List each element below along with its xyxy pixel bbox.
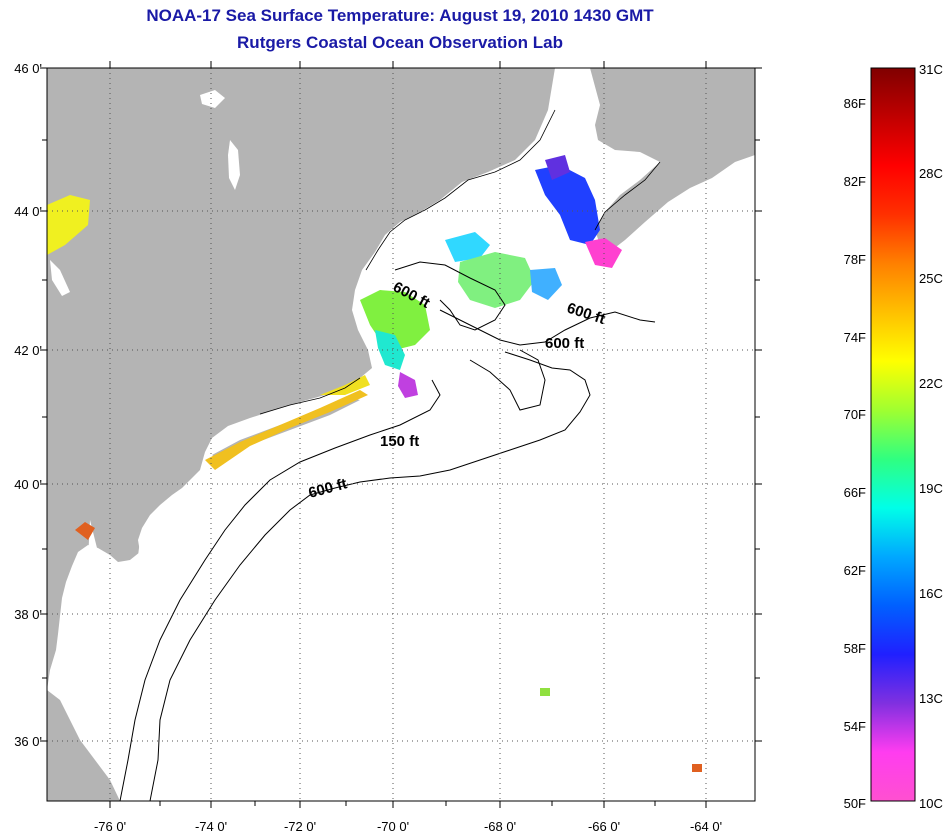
sst-patch-fundy-upper: [545, 155, 570, 180]
lon-label: -64 0': [690, 819, 722, 834]
colorbar-c-label: 31C: [919, 62, 943, 77]
contour-150ft: [119, 379, 441, 801]
lon-label: -66 0': [588, 819, 620, 834]
sst-patch-gulf-maine-west: [445, 232, 490, 262]
lon-label: -74 0': [195, 819, 227, 834]
colorbar-f-label: 86F: [844, 96, 866, 111]
lat-label: 40 0': [14, 477, 42, 492]
lat-label: 46 0': [14, 61, 42, 76]
lake: [228, 140, 240, 190]
colorbar-f-label: 78F: [844, 252, 866, 267]
colorbar-c-label: 16C: [919, 586, 943, 601]
sst-patch-bay-of-fundy: [535, 165, 600, 245]
lon-label: -70 0': [377, 819, 409, 834]
sst-patch-gulf-maine-central: [458, 252, 535, 308]
sst-patches: [47, 155, 702, 772]
bathymetry-contours: [119, 261, 656, 801]
sst-patch-south: [692, 764, 702, 772]
contour-gulf-maine-basin: [394, 261, 506, 331]
nova-scotia-landmass: [590, 68, 755, 250]
sst-patch-south-2: [540, 688, 550, 696]
colorbar-f-label: 74F: [844, 330, 866, 345]
contour-600ft-gulf-maine: [439, 309, 656, 346]
colorbar-c-label: 22C: [919, 376, 943, 391]
sst-patch-long-island-sound: [205, 390, 368, 470]
sst-patch-lake-ontario: [47, 195, 90, 255]
colorbar-c-label: 10C: [919, 796, 943, 811]
colorbar-f-label: 82F: [844, 174, 866, 189]
contour-georges: [469, 349, 546, 411]
colorbar-f-label: 54F: [844, 719, 866, 734]
contour-label: 600 ft: [545, 335, 584, 352]
lat-label: 38 0': [14, 607, 42, 622]
map-subtitle: Rutgers Coastal Ocean Observation Lab: [237, 33, 563, 52]
colorbar-c-label: 25C: [919, 271, 943, 286]
sst-patch-nantucket: [398, 372, 418, 398]
sst-patch-delaware: [75, 522, 95, 540]
contour-600ft-shelf-edge: [149, 351, 591, 801]
graticule: [47, 68, 755, 801]
frame-ticks: [40, 61, 762, 808]
lat-label: 42 0': [14, 343, 42, 358]
lon-label: -72 0': [284, 819, 316, 834]
lon-label: -76 0': [94, 819, 126, 834]
colorbar-celsius-labels: 31C 28C 25C 22C 19C 16C 13C 10C: [919, 62, 943, 811]
colorbar-f-label: 70F: [844, 407, 866, 422]
colorbar-fahrenheit-labels: 86F 82F 78F 74F 70F 66F 62F 58F 54F 50F: [844, 96, 866, 811]
virginia-landmass: [47, 690, 120, 801]
contour-label: 150 ft: [380, 433, 419, 450]
sst-patch-georges: [530, 268, 562, 300]
sst-patch-cape-cod: [375, 330, 405, 370]
lon-label: -68 0': [484, 819, 516, 834]
colorbar-f-label: 58F: [844, 641, 866, 656]
colorbar-f-label: 50F: [844, 796, 866, 811]
coastline-detail: [259, 109, 661, 415]
lat-label: 36 0': [14, 734, 42, 749]
colorbar-c-label: 28C: [919, 166, 943, 181]
map-title: NOAA-17 Sea Surface Temperature: August …: [146, 6, 654, 25]
colorbar-bar: [870, 67, 916, 802]
us-landmass: [47, 68, 555, 690]
latitude-labels: 46 0' 44 0' 42 0' 40 0' 38 0' 36 0': [14, 61, 42, 749]
lake: [78, 520, 100, 720]
map-panel: [47, 68, 755, 801]
lat-label: 44 0': [14, 204, 42, 219]
colorbar-c-label: 13C: [919, 691, 943, 706]
lake: [200, 90, 225, 108]
colorbar-c-label: 19C: [919, 481, 943, 496]
colorbar-f-label: 66F: [844, 485, 866, 500]
colorbar: 86F 82F 78F 74F 70F 66F 62F 58F 54F 50F …: [844, 62, 943, 811]
map-frame: [46, 67, 756, 802]
colorbar-f-label: 62F: [844, 563, 866, 578]
lake: [50, 260, 70, 296]
lake: [138, 540, 152, 560]
longitude-labels: -76 0' -74 0' -72 0' -70 0' -68 0' -66 0…: [94, 819, 722, 834]
